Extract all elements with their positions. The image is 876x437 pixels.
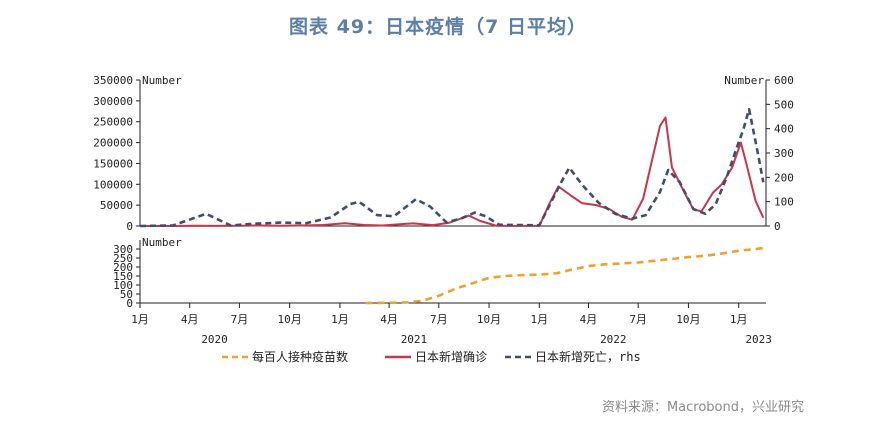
x-tick-label: 10月 — [477, 313, 501, 326]
chart-title: 图表 49：日本疫情（7 日平均） — [289, 16, 587, 38]
x-tick-label: 1月 — [331, 313, 349, 326]
legend-label: 日本新增死亡，rhs — [535, 349, 641, 364]
left-tick-label: 150000 — [93, 157, 133, 170]
right-tick-label: 500 — [774, 98, 794, 111]
bottom-tick-label: 0 — [126, 297, 133, 310]
cases-series-line — [140, 116, 765, 227]
bottom-tick-label: 250 — [113, 252, 133, 265]
x-year-label: 2023 — [745, 333, 772, 346]
x-axis: 1月 4月 7月 10月 1月 4月 7月 10月 1月 4月 7月 10月 1月 2020 2021 202… — [131, 303, 772, 346]
bottom-tick-label: 200 — [113, 261, 133, 274]
x-tick-label: 7月 — [629, 313, 647, 326]
bottom-left-unit: Number — [142, 236, 182, 249]
bottom-tick-label: 100 — [113, 279, 133, 292]
left-tick-label: 50000 — [100, 199, 133, 212]
x-year-label: 2022 — [600, 333, 627, 346]
right-tick-label: 400 — [774, 123, 794, 136]
deaths-series-line — [139, 107, 765, 228]
x-tick-label: 7月 — [430, 313, 448, 326]
legend: 每百人接种疫苗数 日本新增确诊 日本新增死亡，rhs — [222, 349, 641, 364]
legend-label: 日本新增确诊 — [415, 349, 487, 364]
x-year-label: 2020 — [201, 333, 228, 346]
x-tick-label: 7月 — [231, 313, 249, 326]
x-tick-label: 1月 — [730, 313, 748, 326]
legend-label: 每百人接种疫苗数 — [252, 349, 348, 364]
vaccine-series-line — [365, 246, 764, 305]
x-tick-label: 4月 — [181, 313, 199, 326]
left-tick-label: 250000 — [93, 116, 133, 129]
right-tick-label: 300 — [774, 147, 794, 160]
x-year-label: 2021 — [401, 333, 428, 346]
x-tick-label: 1月 — [131, 313, 149, 326]
bottom-tick-label: 300 — [113, 243, 133, 256]
left-tick-label: 350000 — [93, 74, 133, 87]
bottom-tick-label: 150 — [113, 270, 133, 283]
bottom-tick-label: 50 — [120, 288, 133, 301]
left-tick-label: 300000 — [93, 95, 133, 108]
right-tick-label: 200 — [774, 171, 794, 184]
x-tick-label: 4月 — [380, 313, 398, 326]
x-tick-label: 4月 — [580, 313, 598, 326]
left-tick-label: 0 — [126, 220, 133, 233]
top-left-unit: Number — [142, 74, 182, 87]
top-right-unit: Number — [724, 74, 764, 87]
x-tick-label: 10月 — [278, 313, 302, 326]
right-tick-label: 0 — [774, 220, 781, 233]
x-tick-label: 1月 — [530, 313, 548, 326]
source-note: 资料来源：Macrobond，兴业研究 — [601, 400, 804, 415]
right-tick-label: 600 — [774, 74, 794, 87]
left-tick-label: 200000 — [93, 137, 133, 150]
right-tick-label: 100 — [774, 196, 794, 209]
x-tick-label: 10月 — [676, 313, 700, 326]
left-tick-label: 100000 — [93, 178, 133, 191]
top-panel: 0 50000 100000 150000 200000 250000 300000 3500… — [93, 74, 794, 233]
